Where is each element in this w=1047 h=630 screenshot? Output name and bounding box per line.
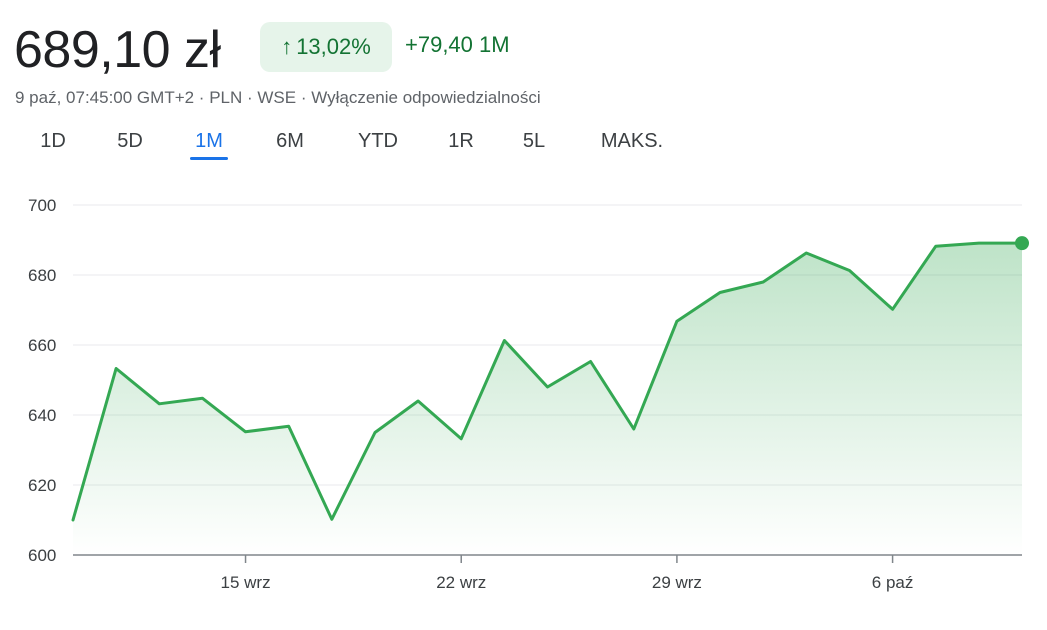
y-tick-label: 600	[28, 546, 56, 565]
tab-1m[interactable]: 1M	[190, 126, 228, 162]
last-price-point[interactable]	[1015, 236, 1029, 251]
y-tick-label: 680	[28, 266, 56, 285]
tab-maks[interactable]: MAKS.	[600, 130, 664, 152]
range-tabs: 1D 5D 1M 6M YTD 1R 5L MAKS.	[0, 126, 760, 166]
tab-5d[interactable]: 5D	[117, 130, 143, 152]
price-line	[71, 241, 1024, 522]
y-tick-label: 640	[28, 406, 56, 425]
arrow-up-icon: ↑	[281, 34, 293, 59]
change-percent-badge: ↑ 13,02%	[260, 22, 392, 72]
tab-1r[interactable]: 1R	[448, 130, 474, 152]
x-tick-label: 29 wrz	[652, 573, 702, 592]
y-tick-label: 620	[28, 476, 56, 495]
tab-5l[interactable]: 5L	[522, 130, 546, 152]
x-axis: 15 wrz 22 wrz 29 wrz 6 paź	[221, 555, 914, 592]
tab-6m[interactable]: 6M	[276, 130, 304, 152]
price-area	[73, 243, 1022, 555]
tab-ytd[interactable]: YTD	[358, 130, 398, 152]
current-price: 689,10 zł	[14, 21, 221, 79]
x-tick-label: 15 wrz	[221, 573, 271, 592]
y-tick-label: 660	[28, 336, 56, 355]
tab-1d[interactable]: 1D	[40, 130, 66, 152]
x-tick-label: 22 wrz	[436, 573, 486, 592]
y-tick-label: 700	[28, 196, 56, 215]
quote-meta: 9 paź, 07:45:00 GMT+2 · PLN · WSE · Wyłą…	[15, 88, 541, 107]
change-absolute: +79,40 1M	[405, 32, 510, 57]
y-axis: 600 620 640 660 680 700	[28, 196, 56, 565]
x-tick-label: 6 paź	[872, 573, 914, 592]
change-percent: 13,02%	[296, 34, 371, 59]
